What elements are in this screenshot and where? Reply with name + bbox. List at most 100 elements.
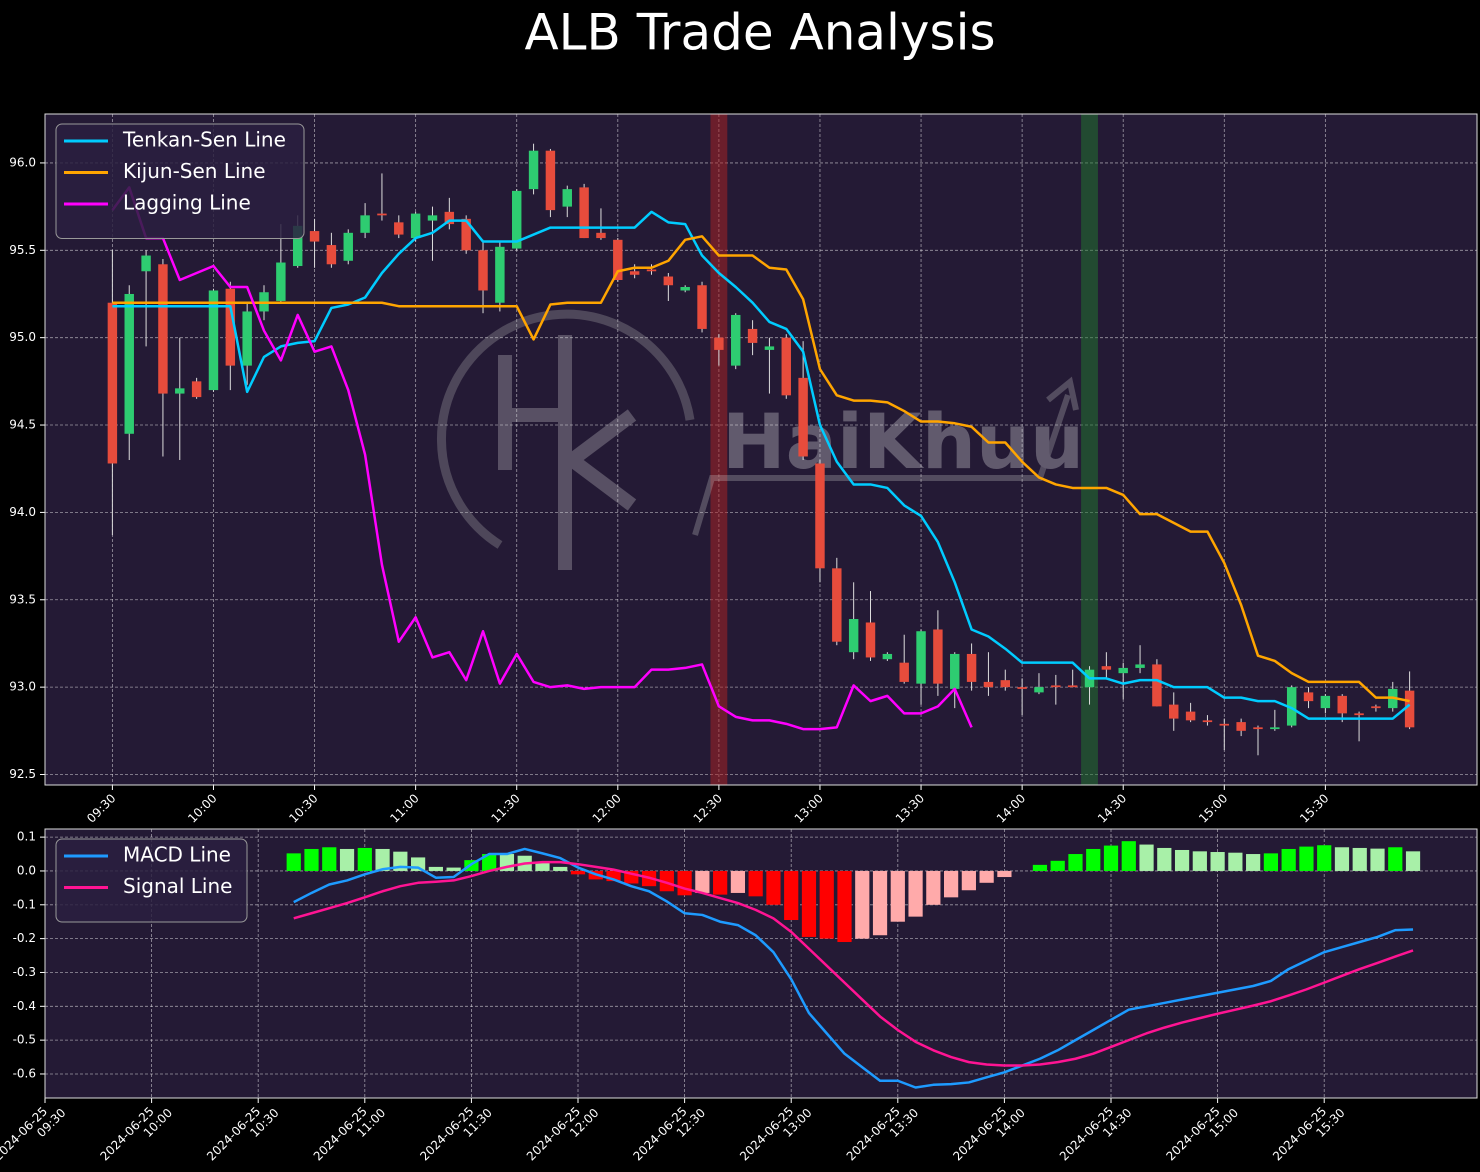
series-line <box>112 235 1410 703</box>
legend-label: Tenkan-Sen Line <box>122 128 286 152</box>
histogram-bar <box>1192 851 1207 871</box>
candle-body <box>478 250 488 291</box>
histogram-bar <box>801 870 817 937</box>
candle-body <box>191 381 202 398</box>
candle-body <box>1135 664 1145 668</box>
candle-body <box>410 213 421 239</box>
candle-body <box>1067 685 1078 688</box>
candle-body <box>1354 713 1364 716</box>
y-tick-label: 93.0 <box>9 680 36 694</box>
candle-body <box>1101 666 1112 670</box>
plot-area <box>45 829 1477 1098</box>
histogram-bar <box>979 870 994 883</box>
candle-body <box>175 388 185 394</box>
candle-body <box>714 337 724 350</box>
candle-body <box>528 150 539 190</box>
candle-body <box>1000 680 1010 688</box>
candle-body <box>629 271 640 275</box>
histogram-bar <box>339 848 355 871</box>
candle-body <box>225 288 236 366</box>
candle-body <box>1270 727 1280 730</box>
candle-body <box>562 189 572 207</box>
candle-body <box>764 346 775 350</box>
histogram-bar <box>286 853 301 871</box>
histogram-bar <box>1370 848 1385 871</box>
y-tick-label: 93.5 <box>9 592 36 606</box>
candle-body <box>1236 722 1246 731</box>
histogram-bar <box>1334 847 1350 871</box>
candle-body <box>158 264 168 394</box>
candle-body <box>242 311 252 366</box>
y-tick-label: 95.5 <box>9 243 36 257</box>
histogram-bar <box>606 870 621 882</box>
histogram-bar <box>997 870 1012 878</box>
histogram-bar <box>1299 846 1314 871</box>
candle-body <box>444 211 455 225</box>
candle-body <box>1286 687 1297 726</box>
legend-label: Lagging Line <box>123 191 251 215</box>
candle-body <box>848 618 859 653</box>
candle-body <box>663 276 674 286</box>
series-line <box>293 860 1414 1067</box>
candle-body <box>309 231 320 242</box>
histogram-bar <box>890 870 905 922</box>
watermark-logo <box>498 335 637 570</box>
candle-body <box>1320 695 1331 709</box>
histogram-bar <box>1032 864 1048 871</box>
candle-body <box>1017 687 1027 689</box>
candle-body <box>646 269 657 272</box>
histogram-bar <box>784 870 799 921</box>
y-tick-label: 0.0 <box>17 863 36 877</box>
candle-body <box>1219 723 1230 726</box>
signal-band <box>1081 114 1098 785</box>
histogram-bar <box>713 870 728 895</box>
histogram-bar <box>1388 847 1403 871</box>
candle-body <box>933 629 943 684</box>
candle-body <box>343 232 353 261</box>
candle-body <box>865 622 876 658</box>
y-tick-label: 94.0 <box>9 505 36 519</box>
y-tick-label: 0.1 <box>17 830 36 844</box>
candle-body <box>1118 667 1128 674</box>
candle-body <box>1253 727 1263 730</box>
histogram-bar <box>1086 848 1101 871</box>
candle-body <box>832 568 842 642</box>
histogram-bar <box>659 870 674 892</box>
candle-body <box>1152 664 1162 707</box>
histogram-bar <box>428 866 443 871</box>
y-tick-label: -0.5 <box>13 1033 36 1047</box>
y-tick-label: 96.0 <box>9 155 36 169</box>
candle-body <box>377 213 387 216</box>
candle-body <box>747 328 758 343</box>
histogram-bar <box>1139 844 1154 871</box>
candle-body <box>495 246 505 303</box>
legend-label: MACD Line <box>123 843 231 867</box>
histogram-bar <box>926 870 941 905</box>
histogram-bar <box>748 870 763 897</box>
histogram-bar <box>855 870 870 939</box>
candle-body <box>1202 720 1213 723</box>
histogram-bar <box>1068 854 1083 871</box>
candle-body <box>882 653 893 660</box>
watermark-arrow <box>692 376 1079 536</box>
candle-body <box>798 377 808 457</box>
candle-body <box>1371 706 1381 709</box>
candle-body <box>950 653 960 689</box>
candle-body <box>360 215 370 233</box>
histogram-bar <box>695 870 710 893</box>
histogram-bar <box>1352 847 1367 871</box>
histogram-bar <box>1157 847 1172 871</box>
histogram-bar <box>766 870 781 905</box>
candle-body <box>141 255 151 272</box>
histogram-bar <box>1405 851 1421 871</box>
histogram-bar <box>357 847 372 871</box>
histogram-bar <box>322 847 337 871</box>
candle-body <box>1404 690 1415 728</box>
candle-body <box>680 286 690 291</box>
histogram-bar <box>570 870 586 875</box>
histogram-bar <box>446 867 461 871</box>
legend-box <box>55 123 305 239</box>
histogram-bar <box>819 870 834 939</box>
series-line <box>112 210 1411 720</box>
candle-body <box>899 662 909 682</box>
